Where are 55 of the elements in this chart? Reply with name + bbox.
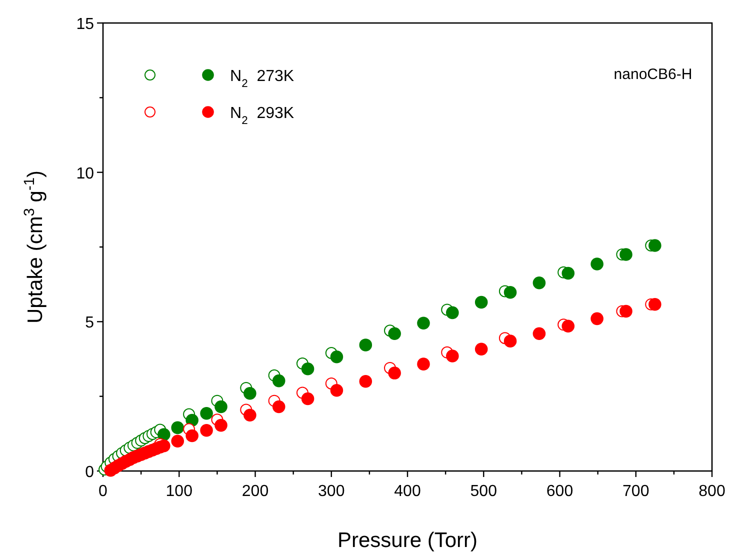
y-tick-label: 0 [85, 464, 94, 481]
point [244, 408, 256, 422]
point [648, 298, 662, 311]
x-tick-label: 400 [394, 483, 421, 500]
y-tick-label: 15 [76, 16, 94, 33]
y-tick-label: 10 [76, 165, 94, 182]
point [648, 239, 662, 252]
point [590, 258, 604, 270]
point [504, 334, 517, 348]
point [532, 327, 546, 340]
x-tick-label: 100 [166, 483, 193, 500]
point [158, 428, 170, 441]
point [532, 276, 546, 290]
point [272, 374, 286, 388]
x-tick-label: 0 [98, 483, 108, 500]
point [359, 338, 372, 352]
point [504, 286, 517, 299]
point [590, 312, 604, 326]
point [620, 248, 632, 261]
x-tick-label: 600 [546, 483, 574, 500]
point [446, 306, 459, 320]
legend-label: N$_{2}$ 273K [230, 68, 294, 90]
point [214, 418, 228, 432]
y-tick-label: 5 [85, 314, 94, 332]
point [171, 421, 184, 434]
annotation: nanoCB6-H [614, 66, 692, 83]
point [388, 366, 401, 380]
point [272, 400, 286, 414]
point [330, 350, 344, 364]
point [171, 434, 184, 448]
point [446, 350, 459, 362]
point [200, 424, 213, 437]
point [186, 429, 198, 442]
point [359, 375, 372, 388]
x-tick-label: 200 [242, 483, 269, 500]
legend-label: N$_{2}$ 293K [230, 105, 294, 127]
point [200, 406, 213, 420]
point [474, 296, 488, 309]
x-tick-label: 300 [318, 483, 345, 500]
point [214, 400, 228, 414]
point [330, 384, 344, 397]
point [562, 320, 575, 333]
point [388, 327, 401, 340]
point [417, 358, 430, 370]
point [417, 316, 430, 330]
point [562, 266, 575, 280]
point [301, 362, 314, 376]
point [620, 304, 632, 318]
x-tick-label: 700 [622, 483, 650, 500]
point [244, 386, 256, 400]
point [301, 392, 314, 406]
x-tick-label: 500 [470, 483, 498, 500]
point [474, 342, 488, 356]
x-tick-label: 800 [698, 483, 726, 500]
x-axis-title: Pressure (Torr) [337, 529, 478, 552]
